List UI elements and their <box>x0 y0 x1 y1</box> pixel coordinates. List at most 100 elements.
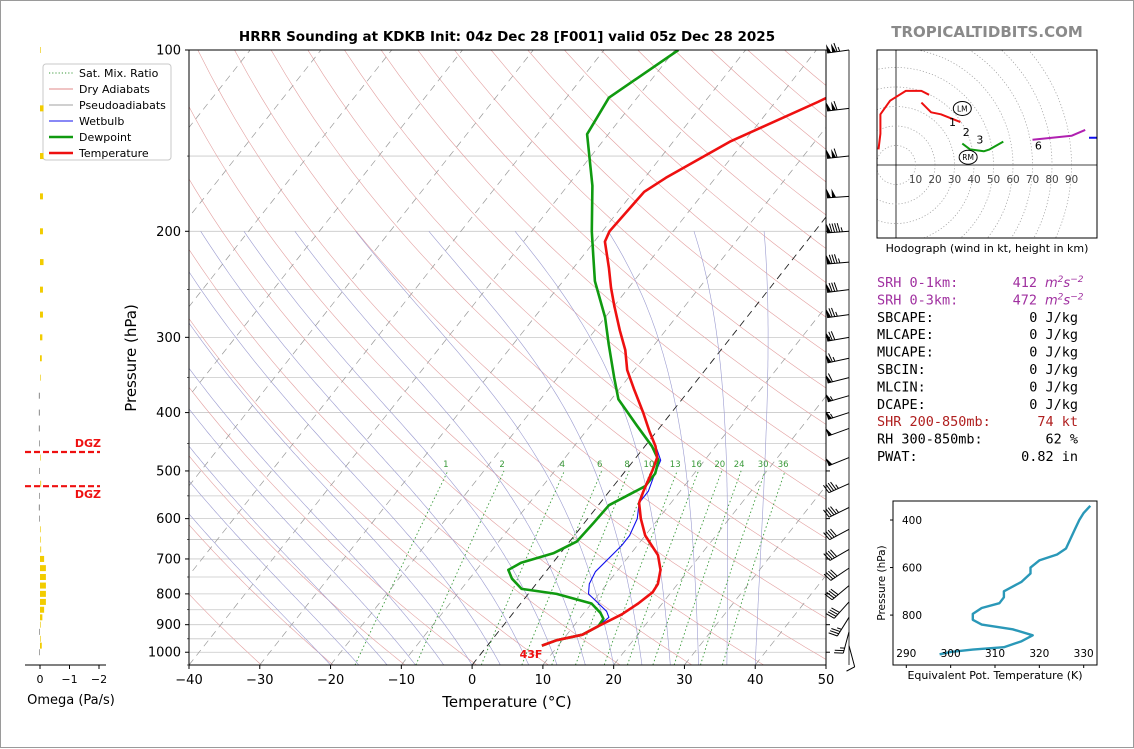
index-label: DCAPE: <box>877 397 926 413</box>
mixing-ratio-line <box>722 471 785 665</box>
mixing-ratio-line <box>653 471 722 665</box>
omega-xlabel: Omega (Pa/s) <box>27 693 115 708</box>
barb-shaft <box>849 646 855 667</box>
wind-barb <box>826 602 849 618</box>
barb-full <box>826 484 831 491</box>
isotherm-line <box>118 50 604 665</box>
barb-full <box>835 223 838 232</box>
barb-flag <box>826 44 831 53</box>
barb-full <box>832 255 835 264</box>
wind-barb <box>826 254 849 264</box>
pseudo-adiabat <box>102 231 444 665</box>
theta-e-ylabel: Pressure (hPa) <box>876 545 888 620</box>
wind-barb <box>826 331 849 341</box>
wind-barb <box>829 617 849 636</box>
brand-label: TROPICALTIDBITS.COM <box>891 23 1083 41</box>
omega-bar <box>39 493 40 499</box>
dry-adiabat <box>418 50 1134 665</box>
omega-bar <box>40 607 44 613</box>
omega-bar <box>40 574 46 580</box>
dry-adiabat <box>784 50 1134 665</box>
barb-full <box>828 571 835 577</box>
index-label: MLCAPE: <box>877 327 934 343</box>
omega-bar <box>40 375 41 381</box>
omega-bar <box>39 393 40 399</box>
barb-full <box>830 529 836 536</box>
wind-barb <box>834 632 849 653</box>
wind-barb <box>824 568 849 580</box>
mixing-ratio-label: 36 <box>778 460 789 470</box>
dry-adiabat <box>344 50 1122 665</box>
index-unit: m2s−2 <box>1045 275 1084 291</box>
hodo-trace <box>1033 130 1086 140</box>
omega-bar <box>39 649 40 655</box>
hodo-height-label: 9 <box>1099 132 1106 145</box>
wind-barb <box>825 374 849 383</box>
index-value: 0 J/kg <box>1029 327 1078 343</box>
mixing-ratio-label: 1 <box>443 460 448 470</box>
barb-full <box>828 483 833 490</box>
wind-barb <box>826 223 849 233</box>
wind-barbs <box>823 43 854 671</box>
barb-flag <box>831 189 836 198</box>
x-tick-label: −10 <box>388 673 415 688</box>
te-y-tick-label: 400 <box>902 515 922 527</box>
mixing-ratio-line <box>701 471 766 665</box>
barb-half <box>837 628 841 630</box>
omega-bar <box>40 105 44 111</box>
wind-barb <box>825 457 849 465</box>
y-tick-label: 300 <box>156 331 181 346</box>
hodograph-title: Hodograph (wind in kt, height in km) <box>886 242 1089 255</box>
index-label: SBCAPE: <box>877 310 934 326</box>
barb-full <box>830 507 836 514</box>
barb-half <box>841 227 842 231</box>
y-tick-label: 400 <box>156 406 181 421</box>
barb-full <box>828 551 834 558</box>
x-tick-label: −20 <box>317 673 344 688</box>
te-x-tick-label: 320 <box>1029 648 1049 660</box>
barb-shaft <box>831 568 849 580</box>
hodo-ring-label: 60 <box>1006 174 1019 186</box>
hodo-trace <box>1089 132 1114 138</box>
hodograph-frame <box>877 50 1097 238</box>
omega-tick-label: −1 <box>61 673 77 686</box>
hodo-height-label: 1 <box>949 116 956 129</box>
omega-bar <box>40 259 44 265</box>
x-tick-label: 50 <box>818 673 835 688</box>
wind-barb <box>825 428 849 436</box>
index-value: 0 J/kg <box>1029 397 1078 413</box>
omega-bar <box>40 312 43 318</box>
index-unit: m2s−2 <box>1045 292 1084 308</box>
barb-flag <box>826 102 831 111</box>
hodo-height-label: 6 <box>1035 140 1042 153</box>
index-value: 0.82 in <box>1021 449 1078 465</box>
legend-label: Pseudoadiabats <box>79 99 166 112</box>
omega-bar <box>40 228 43 234</box>
barb-shaft <box>834 602 849 618</box>
barb-shaft <box>843 632 849 653</box>
barb-full <box>827 592 834 598</box>
barb-full <box>831 570 838 576</box>
isotherm-line <box>260 50 746 665</box>
index-label: SBCIN: <box>877 362 926 378</box>
dgz-label: DGZ <box>75 488 101 501</box>
hodo-ring-label: 50 <box>987 174 1000 186</box>
y-tick-label: 1000 <box>148 646 181 661</box>
pseudo-adiabat <box>131 231 472 665</box>
barb-half <box>833 357 835 361</box>
hodo-ring-label: 40 <box>967 174 980 186</box>
mixing-ratio-line <box>355 471 448 665</box>
wind-barb <box>823 507 849 518</box>
te-y-tick-label: 600 <box>902 563 922 575</box>
barb-full <box>847 667 855 671</box>
mixing-ratio-label: 20 <box>714 460 725 470</box>
mixing-ratio-label: 10 <box>644 460 655 470</box>
index-label: PWAT: <box>877 449 918 465</box>
hodo-ring-label: 30 <box>948 174 961 186</box>
barb-full <box>834 282 837 291</box>
pseudo-adiabat <box>52 231 388 665</box>
